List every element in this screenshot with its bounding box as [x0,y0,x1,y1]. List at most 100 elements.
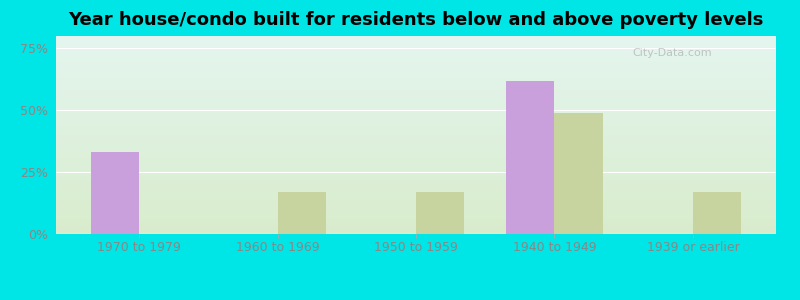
Bar [56,82,776,83]
Bar [56,222,776,223]
Bar [56,36,776,37]
Bar [56,182,776,184]
Bar [56,130,776,131]
Bar [56,125,776,126]
Bar [278,192,326,234]
Bar [56,63,776,64]
Bar [56,129,776,130]
Bar [56,161,776,162]
Bar [56,153,776,154]
Bar [56,200,776,201]
Bar [56,141,776,142]
Bar [56,111,776,112]
Bar [56,104,776,105]
Bar [56,134,776,135]
Bar [56,185,776,187]
Bar [56,226,776,227]
Bar [56,216,776,217]
Bar [56,168,776,169]
Bar [56,47,776,48]
Bar [56,115,776,116]
Bar [56,119,776,120]
Bar [56,51,776,52]
Bar [56,171,776,172]
Bar [56,121,776,122]
Bar [56,199,776,200]
Bar [56,132,776,133]
Text: City-Data.com: City-Data.com [632,48,712,58]
Bar [56,98,776,99]
Bar [56,131,776,132]
Bar [56,128,776,129]
Bar [693,192,742,234]
Bar [56,152,776,153]
Bar [56,99,776,100]
Bar [56,196,776,197]
Bar [56,49,776,50]
Bar [56,52,776,53]
Bar [56,122,776,123]
Bar [56,38,776,39]
Bar [56,37,776,38]
Bar [56,228,776,229]
Bar [90,152,139,234]
Bar [56,211,776,212]
Bar [56,220,776,221]
Bar [56,71,776,72]
Bar [56,72,776,73]
Bar [56,151,776,152]
Bar [56,85,776,86]
Bar [56,67,776,68]
Bar [56,109,776,110]
Bar [56,159,776,160]
Bar [56,58,776,59]
Bar [56,116,776,117]
Bar [56,227,776,228]
Bar [56,73,776,74]
Bar [56,110,776,111]
Bar [56,95,776,96]
Bar [56,224,776,225]
Bar [56,225,776,226]
Bar [56,39,776,40]
Bar [56,96,776,98]
Bar [56,219,776,220]
Bar [56,155,776,156]
Bar [506,80,554,234]
Bar [56,197,776,198]
Bar [56,195,776,196]
Bar [56,214,776,215]
Bar [56,68,776,69]
Bar [56,66,776,67]
Bar [56,203,776,204]
Bar [56,158,776,159]
Bar [56,61,776,62]
Bar [56,192,776,194]
Bar [56,101,776,102]
Bar [56,178,776,179]
Bar [56,48,776,49]
Bar [56,215,776,216]
Bar [56,106,776,107]
Bar [56,53,776,54]
Bar [56,92,776,93]
Bar [56,123,776,124]
Bar [56,69,776,70]
Bar [56,107,776,108]
Bar [56,149,776,150]
Bar [56,209,776,210]
Bar [56,86,776,88]
Bar [56,114,776,115]
Bar [56,90,776,92]
Bar [56,230,776,231]
Bar [416,192,465,234]
Bar [56,194,776,195]
Bar [56,70,776,71]
Bar [56,204,776,205]
Bar [56,229,776,230]
Bar [56,102,776,103]
Bar [56,146,776,147]
Bar [56,85,776,86]
Bar [56,88,776,89]
Bar [56,41,776,42]
